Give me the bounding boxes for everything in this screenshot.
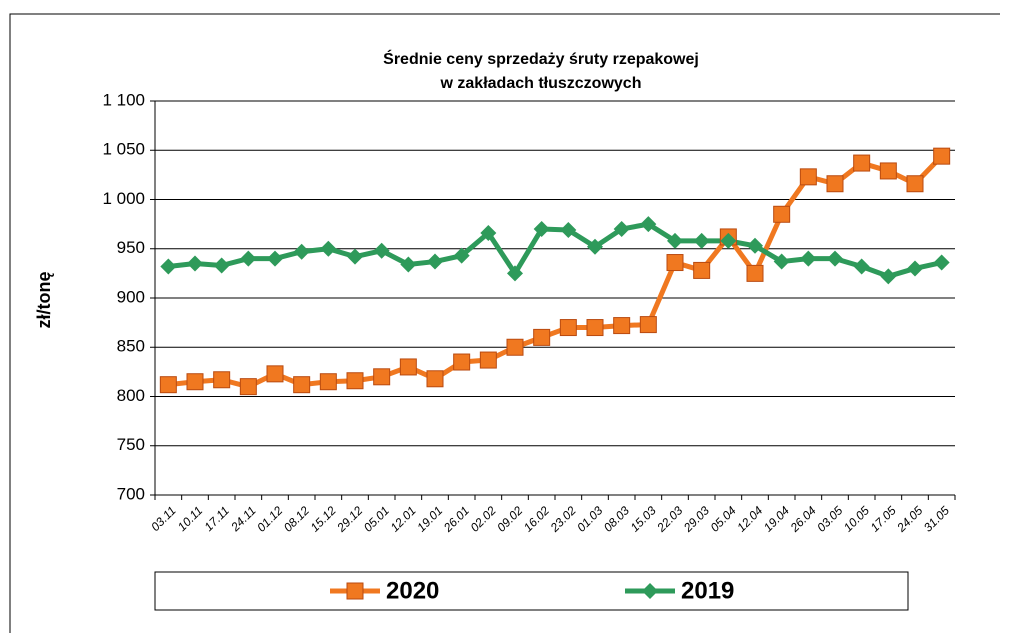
y-tick-label: 750 <box>117 435 145 454</box>
marker <box>187 255 203 272</box>
marker <box>879 162 897 180</box>
marker <box>747 237 763 254</box>
marker <box>559 319 577 337</box>
marker <box>933 254 950 271</box>
marker <box>666 254 684 272</box>
marker <box>827 250 843 267</box>
marker <box>373 242 390 259</box>
marker <box>213 371 231 389</box>
marker <box>347 248 363 265</box>
marker <box>613 317 631 335</box>
y-tick-label: 1 100 <box>102 90 145 109</box>
y-tick-label: 1 000 <box>102 189 145 208</box>
marker <box>533 328 551 346</box>
marker <box>907 260 923 277</box>
y-tick-label: 850 <box>117 337 145 356</box>
marker <box>399 358 417 376</box>
marker <box>826 175 844 193</box>
marker <box>507 265 523 282</box>
marker <box>853 154 871 172</box>
marker <box>479 351 497 369</box>
marker <box>773 205 791 223</box>
marker <box>320 240 337 257</box>
marker <box>480 224 497 241</box>
marker <box>293 376 311 394</box>
marker <box>586 319 604 337</box>
marker <box>319 373 337 391</box>
y-tick-label: 900 <box>117 287 145 306</box>
legend-label: 2020 <box>386 577 439 604</box>
legend-label: 2019 <box>681 577 734 604</box>
marker <box>213 257 230 274</box>
chart-title: w zakładach tłuszczowych <box>440 75 642 92</box>
marker <box>639 316 657 334</box>
marker <box>667 232 683 249</box>
marker <box>693 261 711 279</box>
y-axis-label: zł/tonę <box>34 272 54 329</box>
marker <box>160 258 177 275</box>
marker <box>799 168 817 186</box>
y-tick-label: 950 <box>117 238 145 257</box>
marker <box>427 253 443 270</box>
marker <box>640 216 657 233</box>
marker <box>159 376 177 394</box>
marker <box>587 238 603 255</box>
marker <box>613 221 630 238</box>
marker <box>906 175 924 193</box>
marker <box>346 582 364 600</box>
marker <box>239 378 257 396</box>
marker <box>560 222 577 239</box>
marker <box>533 221 550 238</box>
marker <box>880 268 897 285</box>
marker <box>346 372 364 390</box>
y-tick-label: 800 <box>117 386 145 405</box>
marker <box>267 250 283 267</box>
marker <box>933 147 951 165</box>
marker <box>720 232 737 249</box>
marker <box>266 365 284 383</box>
marker <box>853 258 870 275</box>
marker <box>746 264 764 282</box>
marker <box>426 370 444 388</box>
legend <box>154 571 909 611</box>
marker <box>773 253 790 270</box>
marker <box>453 247 470 264</box>
marker <box>642 583 658 599</box>
marker <box>800 250 817 267</box>
marker <box>453 353 471 371</box>
marker <box>293 243 310 260</box>
marker <box>400 256 417 273</box>
marker <box>506 338 524 356</box>
y-tick-label: 1 050 <box>102 140 145 159</box>
marker <box>240 250 257 267</box>
chart-title: Średnie ceny sprzedaży śruty rzepakowej <box>383 49 699 68</box>
y-tick-label: 700 <box>117 484 145 503</box>
frame <box>9 13 1000 633</box>
marker <box>186 373 204 391</box>
marker <box>373 368 391 386</box>
marker <box>693 232 710 249</box>
